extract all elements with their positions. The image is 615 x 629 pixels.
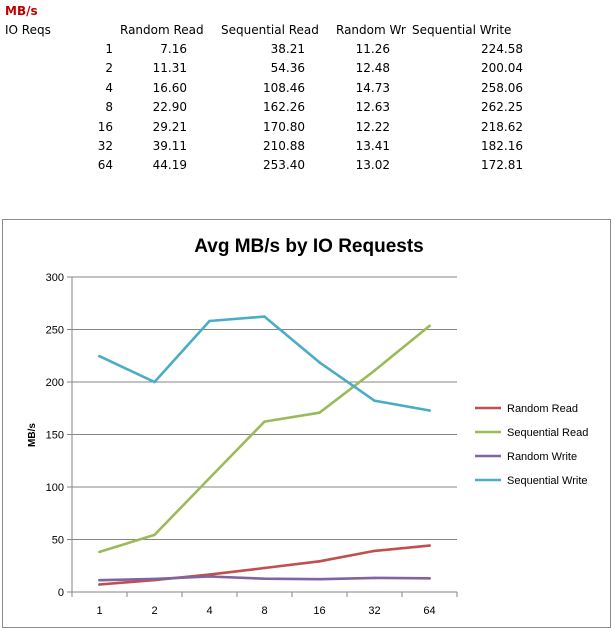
x-tick-label: 8 <box>261 605 267 617</box>
cell-sequential-write: 200.04 <box>481 61 523 76</box>
cell-io-reqs: 2 <box>105 61 113 76</box>
data-point <box>318 361 321 364</box>
series-line-sequential-read <box>98 324 431 554</box>
cell-io-reqs: 1 <box>105 42 113 56</box>
data-point <box>263 577 266 581</box>
data-point <box>153 380 156 384</box>
cell-sequential-write: 172.81 <box>481 158 523 173</box>
data-point <box>318 411 321 414</box>
data-point <box>208 319 211 323</box>
data-point <box>373 576 376 580</box>
gridlines <box>72 276 457 540</box>
x-tick-label: 1 <box>96 605 102 617</box>
axes: 0 50 100 150 200 250 300 1 2 4 8 16 32 64 <box>46 272 458 617</box>
data-point <box>263 566 266 570</box>
series-line-sequential-write <box>98 315 431 412</box>
line-chart: Avg MB/s by IO Requests MB/s 0 50 100 150 20… <box>27 236 588 617</box>
cell-random-write: 12.48 <box>355 61 390 76</box>
row-header: IO Reqs <box>5 23 51 37</box>
cell-sequential-read: 108.46 <box>263 80 305 95</box>
cell-sequential-read: 38.21 <box>270 42 305 56</box>
data-point <box>428 324 431 328</box>
data-point <box>373 549 376 553</box>
y-axis-label: MB/s <box>27 423 38 447</box>
data-table: MB/s IO Reqs Random Read Sequential Read… <box>0 0 615 200</box>
x-tick-label: 4 <box>206 605 212 617</box>
column-header-sequential-write: Sequential Write <box>412 23 512 37</box>
column-header-random-write: Random Wr <box>336 23 406 37</box>
cell-sequential-read: 253.40 <box>263 158 305 173</box>
data-point <box>263 420 266 423</box>
data-point <box>428 544 431 547</box>
chart-area: Avg MB/s by IO Requests MB/s 0 50 100 150 20… <box>2 219 611 628</box>
cell-io-reqs: 16 <box>97 119 113 134</box>
cell-sequential-write: 262.25 <box>481 100 523 115</box>
cell-io-reqs: 4 <box>105 80 113 95</box>
cell-sequential-read: 162.26 <box>263 100 305 115</box>
x-tick-label: 16 <box>313 605 325 617</box>
data-point <box>318 577 321 581</box>
data-point <box>98 578 101 582</box>
cell-io-reqs: 64 <box>97 158 113 173</box>
cell-io-reqs: 32 <box>97 139 113 153</box>
y-tick-label: 100 <box>46 482 64 494</box>
cell-random-read: 22.90 <box>152 100 187 115</box>
y-tick-label: 300 <box>46 272 64 284</box>
chart-title: Avg MB/s by IO Requests <box>194 236 423 257</box>
x-tick-label: 32 <box>368 605 380 617</box>
cell-random-read: 16.60 <box>152 80 187 95</box>
legend-label: Random Write <box>507 451 577 463</box>
data-point <box>373 369 376 372</box>
cell-sequential-read: 210.88 <box>263 139 305 153</box>
legend-label: Random Read <box>507 403 578 415</box>
cell-random-write: 13.02 <box>355 158 390 173</box>
column-header-sequential-read: Sequential Read <box>221 23 319 37</box>
cell-sequential-read: 54.36 <box>270 61 305 76</box>
data-point <box>428 577 431 580</box>
x-tick-label: 64 <box>423 605 435 617</box>
cell-random-read: 44.19 <box>152 158 187 173</box>
cell-random-write: 12.22 <box>355 119 390 134</box>
data-point <box>208 575 211 578</box>
data-point <box>373 399 376 403</box>
data-point <box>208 476 211 480</box>
cell-random-read: 29.21 <box>152 119 187 134</box>
cell-random-read: 7.16 <box>160 42 187 56</box>
cell-random-read: 39.11 <box>152 139 187 153</box>
cell-random-write: 11.26 <box>355 42 390 56</box>
y-tick-label: 250 <box>46 325 64 337</box>
legend: Random Read Sequential Read Random Write Se… <box>475 403 588 487</box>
cell-io-reqs: 8 <box>105 100 113 115</box>
cell-random-write: 12.63 <box>355 100 390 115</box>
data-point <box>208 573 211 576</box>
cell-sequential-write: 258.06 <box>481 80 523 95</box>
y-tick-label: 0 <box>58 587 64 599</box>
cell-sequential-write: 182.16 <box>481 139 523 153</box>
cell-random-read: 11.31 <box>152 61 187 76</box>
y-tick-label: 50 <box>52 535 64 547</box>
data-point <box>153 577 156 581</box>
unit-label: MB/s <box>5 4 38 18</box>
column-header-random-read: Random Read <box>120 23 204 37</box>
legend-label: Sequential Write <box>507 475 588 487</box>
cell-random-write: 13.41 <box>355 139 390 153</box>
data-point <box>263 315 266 318</box>
cell-sequential-write: 218.62 <box>481 119 523 134</box>
data-point <box>98 354 101 358</box>
cell-random-write: 14.73 <box>355 80 390 95</box>
x-tick-label: 2 <box>151 605 157 617</box>
y-tick-label: 200 <box>46 377 64 389</box>
cell-sequential-read: 170.80 <box>263 119 305 134</box>
cell-sequential-write: 224.58 <box>481 42 523 56</box>
y-tick-label: 150 <box>46 430 64 442</box>
data-point <box>98 583 101 586</box>
data-point <box>153 533 156 537</box>
series-lines <box>98 315 431 586</box>
data-point <box>318 560 321 563</box>
data-point <box>428 409 431 412</box>
legend-label: Sequential Read <box>507 427 588 439</box>
data-point <box>98 550 101 554</box>
